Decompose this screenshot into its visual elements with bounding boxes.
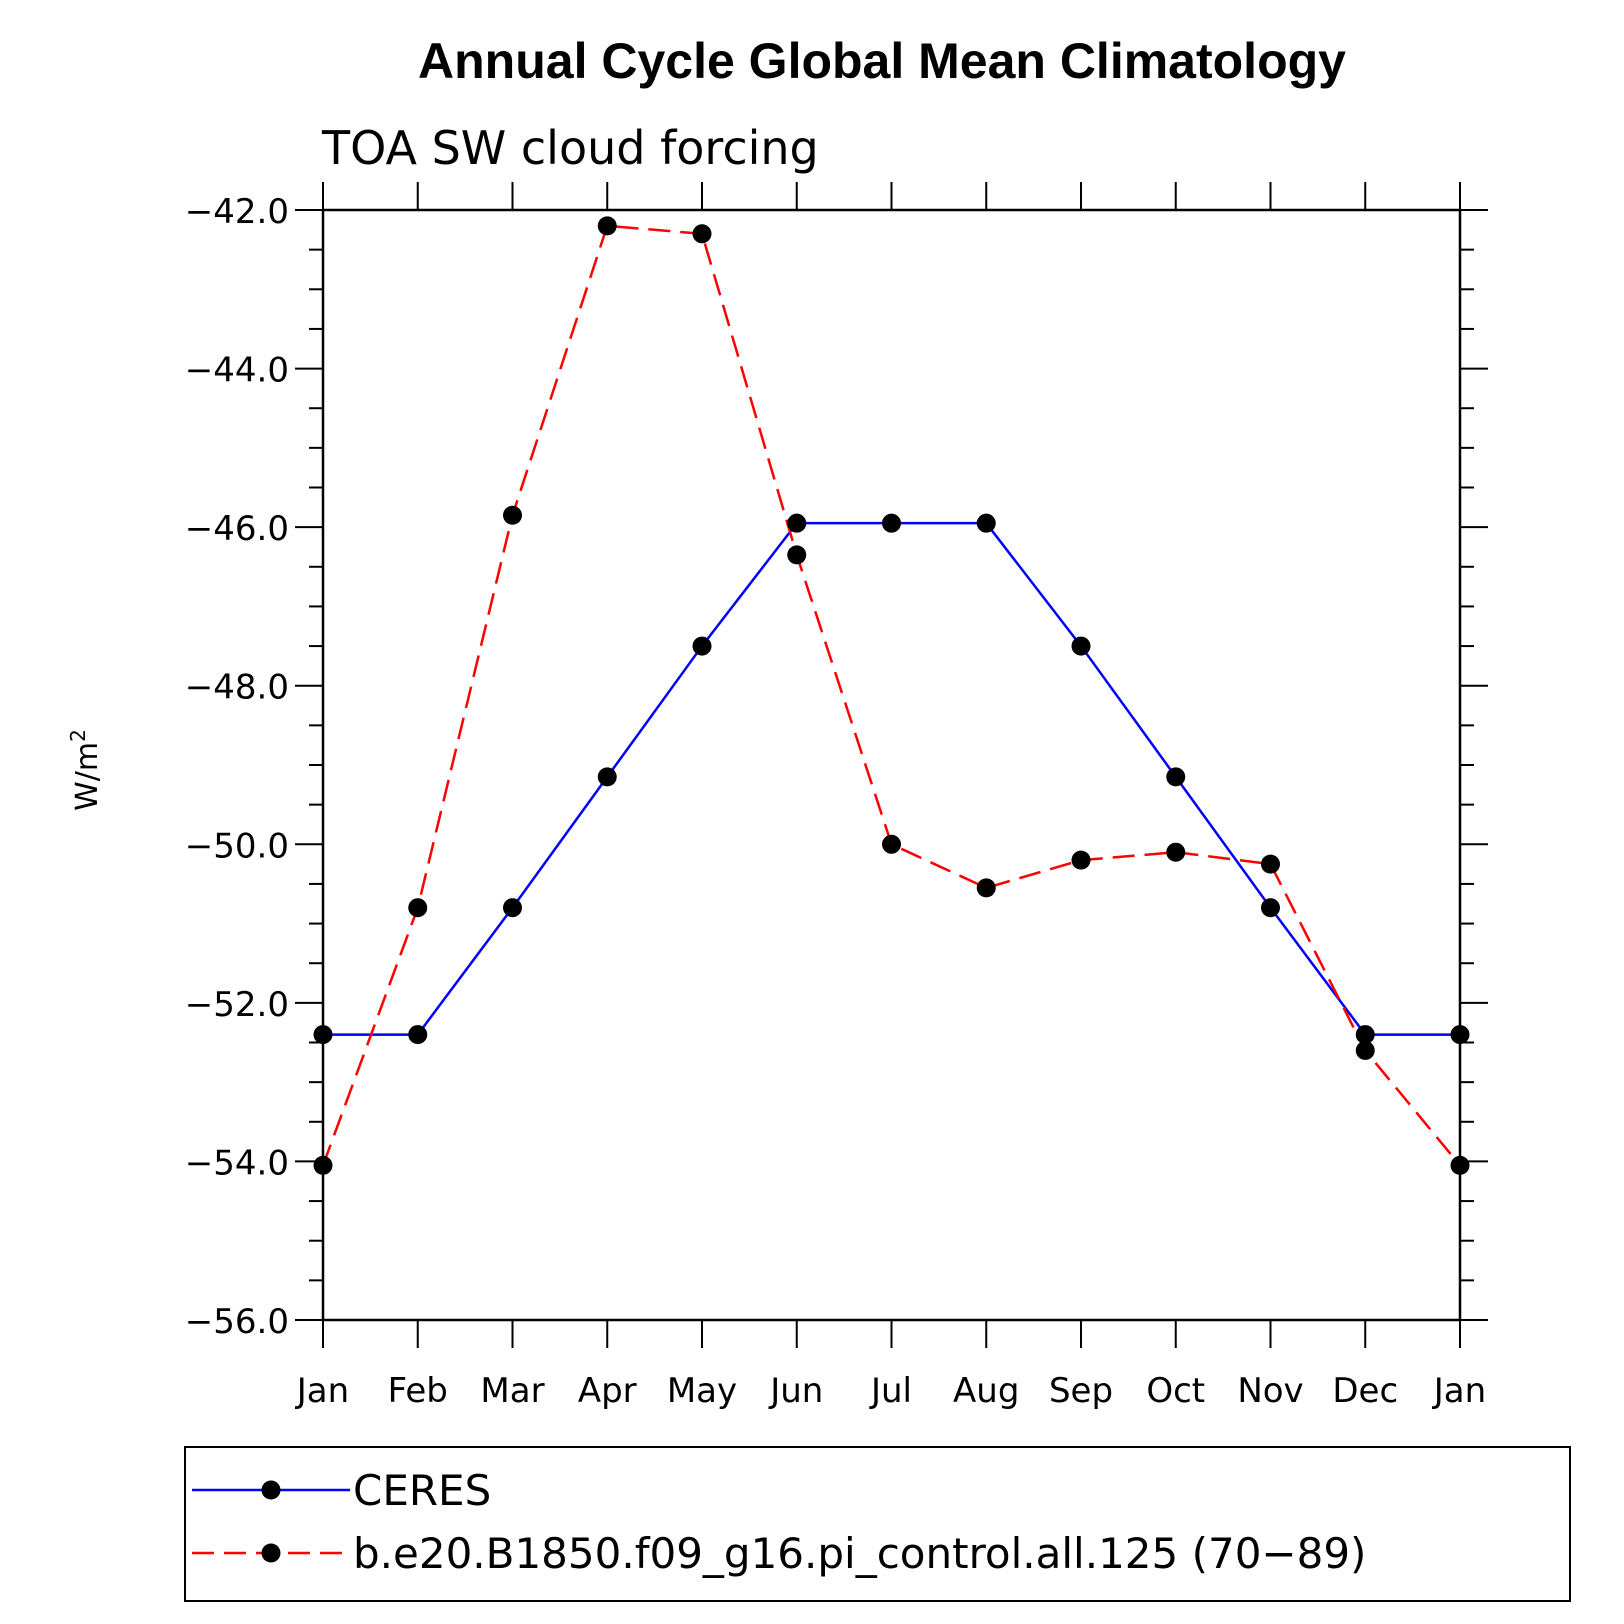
x-tick-label: Jun: [768, 1371, 823, 1411]
y-tick-label: −52.0: [185, 985, 289, 1025]
data-point: [597, 767, 617, 787]
data-point: [1166, 842, 1186, 862]
data-point: [787, 545, 807, 565]
data-point: [1261, 854, 1280, 874]
y-axis-label-superscript: 2: [66, 729, 90, 742]
chart-subtitle: TOA SW cloud forcing: [321, 121, 819, 175]
series-layer: [313, 216, 1470, 1175]
y-tick-label: −48.0: [185, 668, 289, 708]
x-tick-label: Mar: [480, 1371, 544, 1411]
data-point: [1071, 636, 1091, 656]
x-tick-label: Oct: [1146, 1371, 1205, 1411]
data-point: [1450, 1025, 1470, 1045]
x-tick-label: Jan: [1432, 1371, 1486, 1411]
data-point: [692, 224, 712, 244]
data-point: [503, 898, 522, 918]
x-tick-label: May: [667, 1371, 737, 1411]
axis-ticks: [295, 182, 1488, 1348]
data-point: [976, 513, 996, 533]
series-line: [321, 224, 1461, 1167]
data-point: [1166, 767, 1186, 787]
x-tick-label: Dec: [1332, 1371, 1398, 1411]
y-tick-label: −44.0: [185, 351, 289, 391]
plot-border: [321, 208, 1462, 1322]
y-tick-labels: −42.0 −44.0 −46.0 −48.0 −50.0 −52.0 −54.0 −56.0: [185, 192, 289, 1342]
data-point: [408, 898, 428, 918]
series-2: [321, 224, 1461, 1167]
legend-label: b.e20.B1850.f09_g16.pi_control.all.125 (…: [353, 1529, 1366, 1578]
x-tick-labels: Jan Feb Mar Apr May Jun Jul Aug Sep Oct Nov Dec Jan: [295, 1371, 1486, 1411]
data-point: [1261, 898, 1280, 918]
y-tick-label: −54.0: [185, 1143, 289, 1183]
plot-frame: [321, 208, 1462, 1322]
series-line: [323, 521, 1460, 1036]
legend-swatch-marker: [261, 1543, 281, 1563]
y-tick-label: −46.0: [185, 509, 289, 549]
series-markers-2: [313, 216, 1470, 1175]
data-point: [692, 636, 712, 656]
x-tick-label: Jul: [869, 1371, 912, 1411]
legend-box: [184, 1446, 1571, 1602]
data-point: [976, 878, 996, 898]
data-point: [882, 513, 901, 533]
y-tick-label: −56.0: [185, 1302, 289, 1342]
legend-label: CERES: [353, 1466, 491, 1515]
data-point: [597, 216, 617, 236]
data-point: [408, 1025, 428, 1045]
x-tick-label: Sep: [1049, 1371, 1113, 1411]
x-tick-label: Aug: [953, 1371, 1019, 1411]
data-point: [882, 834, 901, 854]
series-markers-1: [313, 513, 1470, 1045]
y-tick-label: −50.0: [185, 826, 289, 866]
x-tick-label: Jan: [295, 1371, 349, 1411]
y-tick-label: −42.0: [185, 192, 289, 232]
data-point: [503, 505, 522, 525]
x-tick-label: Feb: [388, 1371, 448, 1411]
data-point: [1355, 1025, 1375, 1045]
y-axis-label-text: W/m: [70, 742, 105, 811]
data-point: [1450, 1155, 1470, 1175]
legend-swatch-marker: [261, 1480, 281, 1500]
data-point: [1355, 1040, 1375, 1060]
data-point: [1071, 850, 1091, 870]
chart-title: Annual Cycle Global Mean Climatology: [418, 33, 1346, 89]
series-1: [323, 521, 1460, 1036]
x-tick-label: Nov: [1237, 1371, 1303, 1411]
x-tick-label: Apr: [578, 1371, 637, 1411]
y-axis-label: W/m2: [66, 729, 105, 811]
data-point: [787, 513, 807, 533]
data-point: [313, 1025, 333, 1045]
legend: CERES b.e20.B1850.f09_g16.pi_control.all.…: [184, 1446, 1571, 1602]
data-point: [313, 1155, 333, 1175]
